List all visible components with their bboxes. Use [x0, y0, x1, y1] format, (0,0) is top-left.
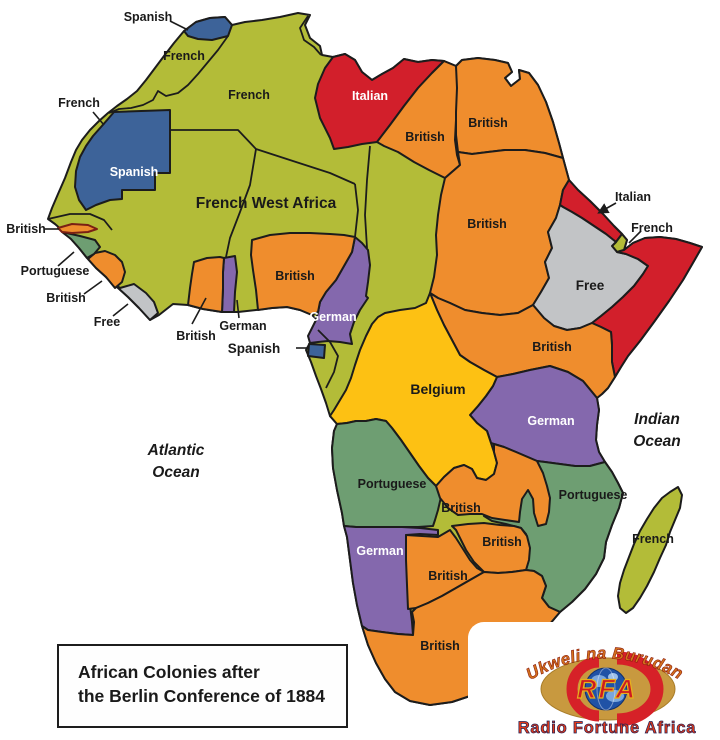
- map-label-atlantic-33: Atlantic: [147, 442, 205, 459]
- gold-coast-region: [187, 256, 225, 313]
- egypt-region: [455, 57, 564, 159]
- caption-box: African Colonies after the Berlin Confer…: [57, 644, 348, 728]
- spanish-guinea-region: [307, 343, 326, 359]
- logo-name: Radio Fortune Africa: [518, 719, 697, 737]
- logo-initials: RFA: [577, 674, 637, 704]
- map-label-german-32: German: [356, 544, 403, 558]
- map-label-french-27: French: [632, 532, 674, 546]
- map-label-spanish-0: Spanish: [124, 10, 173, 24]
- southern-rhodesia-region: [451, 522, 531, 574]
- map-label-british-9: British: [176, 329, 216, 343]
- caption-line1: African Colonies after: [78, 662, 260, 682]
- spanish-sahara-region: [74, 109, 171, 211]
- nigeria-region: [250, 232, 356, 316]
- regions-layer: [47, 12, 703, 706]
- djibouti-leader: [628, 230, 642, 244]
- map-label-british-22: British: [482, 535, 522, 549]
- map-label-british-14: British: [468, 116, 508, 130]
- map-label-french-2: French: [58, 96, 100, 110]
- map-label-italian-28: Italian: [352, 89, 388, 103]
- map-label-french-1: French: [163, 49, 205, 63]
- liberia-region: [105, 276, 159, 321]
- gold-coast-leader: [191, 297, 207, 325]
- angola-region: [331, 418, 442, 528]
- map-label-french-17: French: [631, 221, 673, 235]
- fwa-inner-border: [225, 148, 257, 258]
- globe-continent: [591, 675, 607, 687]
- niger-chad-border: [364, 145, 371, 249]
- map-label-french-3: French: [228, 88, 270, 102]
- map-label-british-13: British: [405, 130, 445, 144]
- map-label-spanish-11: Spanish: [228, 341, 281, 356]
- logo-swirl-right: [616, 651, 664, 727]
- morocco-algeria-border: [108, 35, 229, 114]
- madagascar-region: [617, 486, 683, 614]
- spanish-morocco-leader: [169, 20, 189, 31]
- labels-layer: Spanish French French French French West Afr…: [6, 10, 680, 653]
- map-label-french-west-africa-4: French West Africa: [196, 195, 337, 212]
- map-label-british-15: British: [467, 217, 507, 231]
- gabon-inner-border: [317, 329, 339, 389]
- french-coast-leader: [92, 111, 105, 126]
- map-label-free-18: Free: [576, 278, 605, 293]
- algeria-south-border: [170, 129, 356, 185]
- sierra-leone-region: [87, 250, 126, 289]
- portuguese-guinea-leader: [57, 251, 75, 267]
- map-label-ocean-36: Ocean: [633, 433, 680, 450]
- south-africa-region: [361, 569, 561, 706]
- tunisia-border: [299, 15, 322, 56]
- map-label-british-24: British: [420, 639, 460, 653]
- leader-lines-layer: [45, 20, 642, 349]
- portuguese-guinea-region: [61, 231, 101, 259]
- map-label-portuguese-26: Portuguese: [559, 488, 628, 502]
- map-label-british-12: British: [275, 269, 315, 283]
- map-label-indian-35: Indian: [634, 411, 680, 428]
- map-label-british-23: British: [428, 569, 468, 583]
- globe-continent: [606, 690, 624, 702]
- liberia-leader: [112, 303, 129, 317]
- map-label-british-7: British: [46, 291, 86, 305]
- caption-line2: the Berlin Conference of 1884: [78, 686, 326, 706]
- map-label-german-31: German: [527, 414, 574, 428]
- globe-meridian: [596, 667, 616, 711]
- gambia-region: [57, 223, 98, 234]
- map-label-free-8: Free: [94, 315, 120, 329]
- map-label-belgium-20: Belgium: [410, 381, 465, 397]
- spanish-morocco-region: [183, 16, 233, 41]
- niger-east-border: [354, 183, 359, 238]
- map-label-portuguese-6: Portuguese: [21, 264, 90, 278]
- northern-rhodesia-region: [435, 443, 551, 527]
- borders-layer: [47, 15, 371, 389]
- map-label-german-10: German: [219, 319, 266, 333]
- rfa-logo-graphic: Ukweli na Burudani RFA Radio Fortune Afr…: [468, 622, 697, 737]
- sierra-leone-leader: [83, 280, 103, 295]
- map-label-spanish-29: Spanish: [110, 165, 159, 179]
- map-label-portuguese-25: Portuguese: [358, 477, 427, 491]
- globe-continent: [608, 673, 618, 681]
- togo-leader: [236, 299, 240, 319]
- map-label-ocean-34: Ocean: [152, 464, 199, 481]
- map-label-german-30: German: [309, 310, 356, 324]
- map-label-british-21: British: [441, 501, 481, 515]
- senegal-border: [47, 213, 113, 231]
- map-label-british-5: British: [6, 222, 46, 236]
- logo-swirl-left: [566, 656, 600, 722]
- eritrea-leader: [597, 202, 617, 214]
- map-label-italian-16: Italian: [615, 190, 651, 204]
- map-label-british-19: British: [532, 340, 572, 354]
- radio-fortune-africa-logo: Ukweli na Burudani RFA Radio Fortune Afr…: [468, 622, 720, 740]
